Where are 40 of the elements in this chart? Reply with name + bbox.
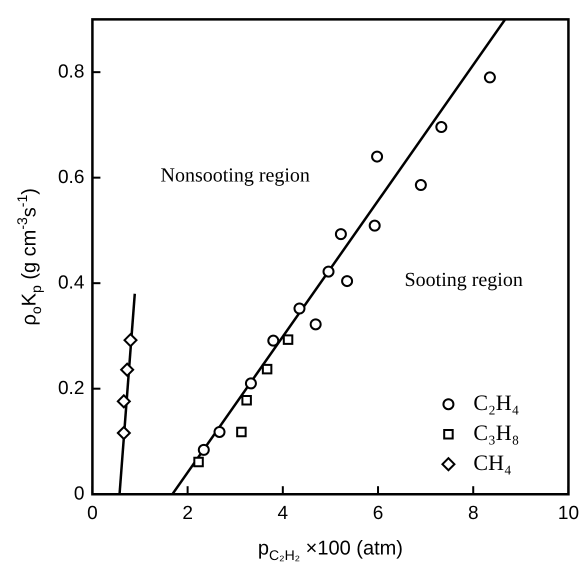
y-tick-label: 0.6	[58, 166, 84, 188]
y-tick-label: 0.2	[58, 378, 84, 399]
point	[484, 71, 496, 84]
point	[322, 266, 335, 278]
x-tick-label: 4	[278, 502, 289, 524]
legend-label: CH₄	[473, 450, 512, 475]
point	[341, 275, 354, 288]
point	[262, 364, 272, 374]
y-tick-label: 0.8	[58, 61, 84, 82]
point	[267, 334, 280, 347]
x-tick-label: 6	[372, 502, 384, 524]
point	[414, 179, 427, 192]
point	[282, 334, 294, 345]
point	[241, 395, 252, 406]
point	[368, 220, 381, 232]
x-tick-label: 8	[468, 502, 479, 524]
point	[123, 333, 138, 348]
point	[293, 302, 306, 314]
point	[310, 318, 322, 330]
point	[244, 377, 257, 390]
y-tick-label: 0	[74, 483, 84, 504]
point	[120, 362, 134, 377]
x-tick-label: 0	[87, 502, 98, 524]
point	[214, 426, 226, 438]
point	[193, 456, 204, 468]
point	[236, 426, 247, 438]
point	[116, 394, 131, 408]
point	[371, 150, 384, 163]
legend-label: C₂H₄	[473, 390, 520, 415]
x-tick-label: 2	[182, 502, 193, 524]
x-tick-label: 10	[558, 502, 580, 524]
point	[116, 426, 131, 440]
legend-label: C₃H₈	[473, 420, 520, 445]
point	[198, 444, 210, 456]
point	[334, 228, 347, 240]
y-tick-label: 0.4	[58, 272, 85, 294]
annotation: Nonsooting region	[160, 164, 310, 186]
point	[435, 121, 448, 134]
text: ρoKp (g cm-3s-1)	[14, 188, 44, 326]
annotation: Sooting region	[404, 268, 523, 291]
